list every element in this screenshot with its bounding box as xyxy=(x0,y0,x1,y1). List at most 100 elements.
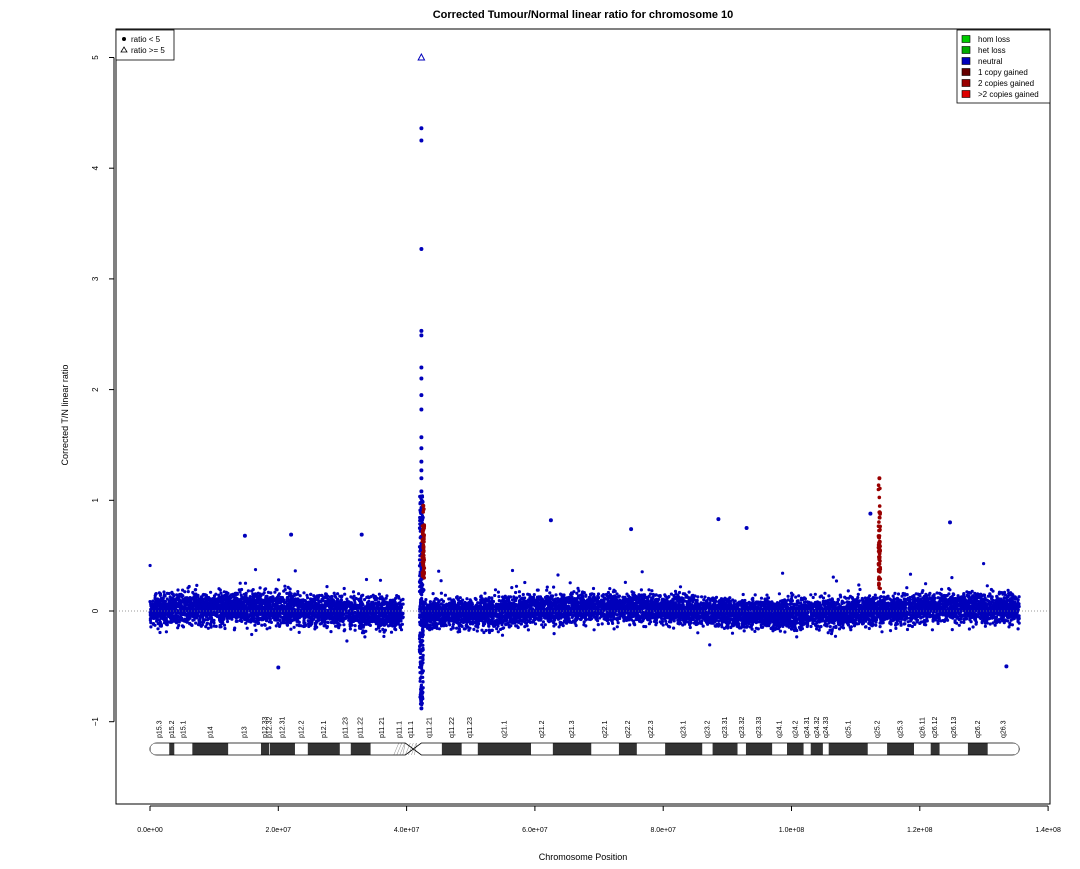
data-point xyxy=(312,594,316,598)
data-point xyxy=(244,612,248,616)
data-point xyxy=(364,577,369,582)
data-point xyxy=(378,597,382,601)
data-point xyxy=(185,619,189,623)
data-point xyxy=(363,635,367,639)
data-point xyxy=(306,603,310,607)
data-point xyxy=(399,619,403,623)
data-point xyxy=(148,613,152,617)
data-point xyxy=(252,619,256,623)
data-point xyxy=(389,630,394,634)
data-point xyxy=(205,612,209,616)
data-point xyxy=(255,592,259,596)
data-point xyxy=(381,618,385,623)
data-point xyxy=(394,596,398,600)
data-point xyxy=(313,627,317,631)
data-point xyxy=(377,592,381,596)
data-point xyxy=(299,602,303,606)
data-point xyxy=(329,612,333,616)
data-points-layer xyxy=(148,52,1021,711)
data-point xyxy=(399,598,403,602)
data-point xyxy=(296,604,300,608)
data-point xyxy=(188,601,192,605)
data-point xyxy=(374,627,378,631)
data-point xyxy=(856,592,860,597)
data-point xyxy=(558,592,563,596)
data-point xyxy=(237,601,241,605)
data-point xyxy=(245,596,249,600)
data-point xyxy=(175,611,179,615)
data-point xyxy=(180,599,184,603)
data-point xyxy=(195,605,199,609)
data-point xyxy=(380,612,384,617)
data-point xyxy=(151,622,156,626)
data-point xyxy=(337,606,341,610)
data-point xyxy=(156,604,160,608)
data-point xyxy=(260,612,264,616)
data-point xyxy=(292,618,296,622)
data-point xyxy=(382,634,386,639)
data-point xyxy=(302,618,306,623)
data-point xyxy=(372,614,376,618)
data-point xyxy=(319,599,323,603)
data-point xyxy=(374,610,378,614)
data-point xyxy=(359,621,363,625)
data-point xyxy=(284,621,288,625)
data-point xyxy=(241,613,245,618)
data-point xyxy=(289,593,293,598)
data-point xyxy=(244,621,248,625)
data-point xyxy=(233,614,237,619)
data-point xyxy=(802,600,807,604)
data-point xyxy=(381,597,385,601)
data-point xyxy=(192,592,196,597)
data-point xyxy=(238,598,242,602)
data-point xyxy=(325,595,329,599)
data-point xyxy=(274,624,278,628)
data-point xyxy=(177,620,181,624)
data-point xyxy=(180,624,185,628)
data-point xyxy=(176,626,180,630)
data-point xyxy=(794,595,798,599)
data-point xyxy=(392,621,396,625)
data-point xyxy=(302,591,306,595)
data-point xyxy=(209,600,213,604)
data-point xyxy=(254,598,258,602)
data-point xyxy=(759,596,764,600)
data-point xyxy=(297,630,301,635)
data-point xyxy=(224,590,228,595)
data-point xyxy=(296,590,300,594)
data-point xyxy=(288,591,292,595)
data-point xyxy=(592,628,596,632)
data-point xyxy=(325,612,329,616)
data-point xyxy=(224,595,228,599)
data-point xyxy=(160,603,164,607)
data-point xyxy=(357,624,361,628)
data-point xyxy=(269,591,273,595)
data-point xyxy=(181,588,185,592)
data-point xyxy=(192,597,196,601)
data-point xyxy=(278,598,282,602)
data-point xyxy=(250,599,254,603)
data-point xyxy=(221,621,225,625)
data-point xyxy=(162,590,166,594)
data-point xyxy=(246,599,250,604)
data-point xyxy=(242,592,246,596)
data-point xyxy=(439,591,443,595)
data-point xyxy=(149,604,153,608)
data-point xyxy=(366,619,371,623)
data-point xyxy=(223,598,227,602)
data-point xyxy=(342,586,346,591)
data-point xyxy=(204,599,209,604)
data-point xyxy=(251,588,255,592)
data-point xyxy=(343,628,347,632)
data-point xyxy=(298,594,302,598)
data-point xyxy=(240,619,244,624)
data-point xyxy=(243,600,247,604)
data-point xyxy=(164,630,168,634)
data-point xyxy=(283,600,287,604)
data-point xyxy=(888,629,893,633)
data-point xyxy=(359,616,364,620)
data-point xyxy=(342,623,346,627)
data-point xyxy=(199,598,203,603)
data-point xyxy=(309,598,313,602)
